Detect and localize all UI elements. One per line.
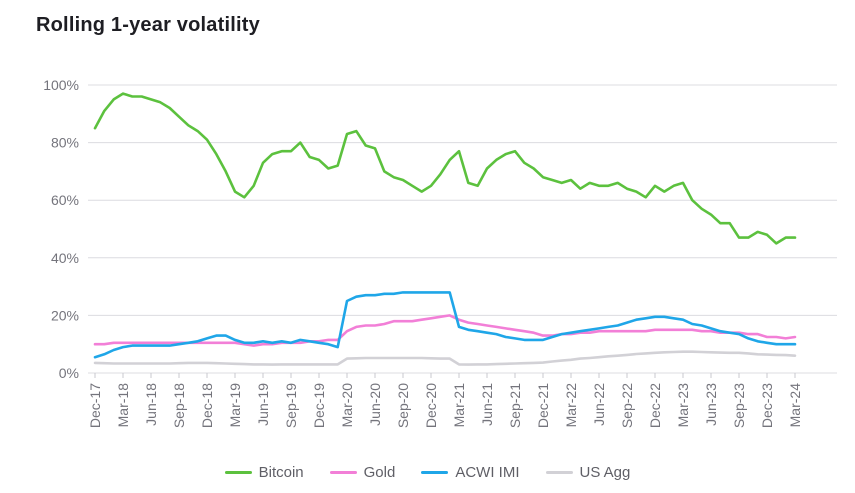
x-axis-label: Jun-20 bbox=[367, 383, 383, 426]
x-axis-label: Mar-21 bbox=[451, 383, 467, 428]
x-axis-label: Dec-17 bbox=[87, 383, 103, 428]
legend-label-us-agg: US Agg bbox=[579, 463, 631, 481]
x-axis-label: Jun-19 bbox=[255, 383, 271, 426]
x-axis-label: Sep-20 bbox=[395, 383, 411, 428]
acwi-imi-line-swatch bbox=[421, 470, 449, 474]
legend-item-gold: Gold bbox=[329, 463, 396, 481]
x-axis-label: Sep-22 bbox=[619, 383, 635, 428]
legend-item-bitcoin: Bitcoin bbox=[224, 463, 304, 481]
y-axis-label: 60% bbox=[51, 192, 79, 208]
y-axis-label: 80% bbox=[51, 135, 79, 151]
chart-title: Rolling 1-year volatility bbox=[36, 14, 260, 36]
gold-line bbox=[93, 314, 797, 347]
x-axis-label: Mar-20 bbox=[339, 383, 355, 428]
y-axis-label: 100% bbox=[43, 77, 79, 93]
x-axis-label: Dec-19 bbox=[311, 383, 327, 428]
x-axis-label: Mar-19 bbox=[227, 383, 243, 428]
x-axis-label: Dec-20 bbox=[423, 383, 439, 428]
x-axis-label: Sep-18 bbox=[171, 383, 187, 428]
legend-item-acwi-imi: ACWI IMI bbox=[421, 463, 520, 481]
x-axis-label: Jun-18 bbox=[143, 383, 159, 426]
x-axis-label: Jun-23 bbox=[703, 383, 719, 426]
acwi-imi-line bbox=[93, 291, 797, 359]
x-axis-label: Jun-22 bbox=[591, 383, 607, 426]
us-agg-line bbox=[93, 350, 797, 366]
x-axis-label: Mar-23 bbox=[675, 383, 691, 428]
x-axis-label: Dec-18 bbox=[199, 383, 215, 428]
x-axis-label: Mar-24 bbox=[787, 383, 803, 428]
legend-item-us-agg: US Agg bbox=[545, 463, 631, 481]
x-axis-label: Mar-18 bbox=[115, 383, 131, 428]
x-axis-label: Sep-19 bbox=[283, 383, 299, 428]
gold-line-swatch bbox=[329, 470, 357, 474]
chart-legend: Bitcoin Gold ACWI IMI US Agg bbox=[0, 457, 855, 487]
legend-label-acwi-imi: ACWI IMI bbox=[455, 463, 520, 481]
legend-label-gold: Gold bbox=[363, 463, 396, 481]
x-axis-label: Dec-22 bbox=[647, 383, 663, 428]
x-axis-label: Sep-21 bbox=[507, 383, 523, 428]
us-agg-line-swatch bbox=[545, 470, 573, 474]
x-axis-label: Sep-23 bbox=[731, 383, 747, 428]
y-axis-label: 0% bbox=[59, 365, 79, 381]
x-axis-label: Mar-22 bbox=[563, 383, 579, 428]
bitcoin-line bbox=[93, 92, 797, 245]
x-axis-label: Dec-23 bbox=[759, 383, 775, 428]
bitcoin-line-swatch bbox=[224, 470, 252, 474]
x-axis-label: Jun-21 bbox=[479, 383, 495, 426]
x-axis-label: Dec-21 bbox=[535, 383, 551, 428]
legend-label-bitcoin: Bitcoin bbox=[258, 463, 304, 481]
y-axis-label: 20% bbox=[51, 307, 79, 323]
y-axis-label: 40% bbox=[51, 250, 79, 266]
